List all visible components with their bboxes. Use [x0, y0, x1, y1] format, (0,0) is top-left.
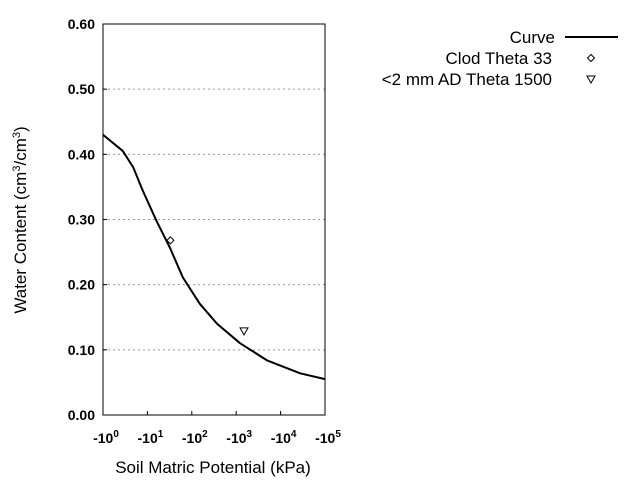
- y-tick-label: 0.30: [68, 212, 95, 228]
- legend-label: Curve: [510, 28, 555, 47]
- x-axis-label: Soil Matric Potential (kPa): [115, 458, 311, 477]
- y-tick-label: 0.50: [68, 81, 95, 97]
- x-tick-label: -105: [315, 429, 341, 446]
- diamond-marker: [586, 53, 596, 63]
- y-tick-label: 0.60: [68, 16, 95, 32]
- x-tick-label: -103: [226, 429, 252, 446]
- legend-label: <2 mm AD Theta 1500: [382, 70, 552, 89]
- triangle-marker: [586, 75, 596, 85]
- y-tick-label: 0.20: [68, 277, 95, 293]
- x-tick-label: -104: [271, 429, 297, 446]
- y-tick-label: 0.10: [68, 342, 95, 358]
- curve-line: [102, 134, 326, 381]
- y-tick-label: 0.00: [68, 407, 95, 423]
- x-tick-label: -101: [138, 429, 164, 446]
- y-tick-label: 0.40: [68, 146, 95, 162]
- triangle-marker: [239, 327, 249, 336]
- diamond-marker: [166, 236, 175, 245]
- x-tick-label: -102: [182, 429, 208, 446]
- legend-label: Clod Theta 33: [446, 49, 552, 68]
- y-axis-label: Water Content (cm3/cm3): [11, 126, 30, 313]
- x-tick-label: -100: [93, 429, 119, 446]
